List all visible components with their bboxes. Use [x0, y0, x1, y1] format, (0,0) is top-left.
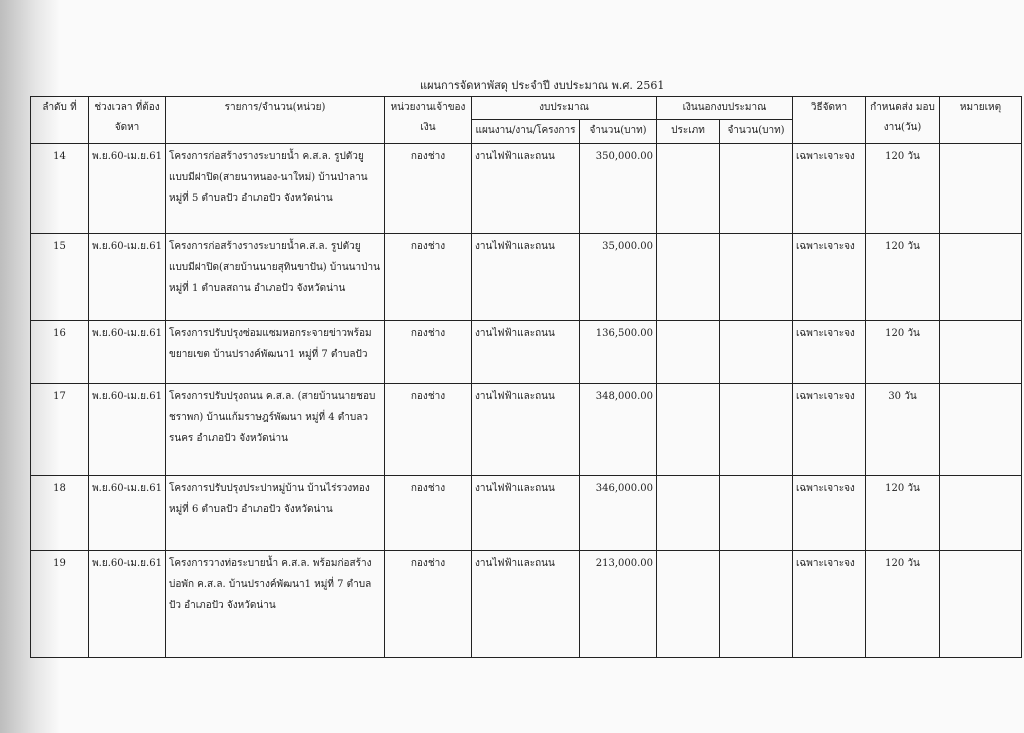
- cell-amount: 346,000.00: [579, 475, 657, 551]
- header-offbudget: เงินนอกงบประมาณ: [656, 96, 793, 120]
- cell-plan: งานไฟฟ้าและถนน: [471, 383, 580, 476]
- cell-plan: งานไฟฟ้าและถนน: [471, 143, 580, 234]
- cell-amount: 136,500.00: [579, 320, 657, 384]
- cell-amount: 213,000.00: [579, 550, 657, 658]
- cell-owner: กองช่าง: [384, 383, 472, 476]
- cell-off-amount: [719, 320, 793, 384]
- cell-period: พ.ย.60-เม.ย.61: [88, 143, 166, 234]
- cell-amount: 35,000.00: [579, 233, 657, 321]
- cell-delivery: 120 วัน: [865, 320, 940, 384]
- cell-method: เฉพาะเจาะจง: [792, 383, 866, 476]
- cell-delivery: 120 วัน: [865, 143, 940, 234]
- cell-item: โครงการปรับปรุงประปาหมู่บ้าน บ้านไร่รวงท…: [165, 475, 385, 551]
- cell-off-amount: [719, 550, 793, 658]
- cell-plan: งานไฟฟ้าและถนน: [471, 475, 580, 551]
- header-budget-plan: แผนงาน/งาน/โครงการ: [471, 119, 580, 144]
- cell-remark: [939, 550, 1022, 658]
- table-row: 19 พ.ย.60-เม.ย.61 โครงการวางท่อระบายน้ำ ค.…: [30, 550, 1022, 658]
- table-row: 14 พ.ย.60-เม.ย.61 โครงการก่อสร้างรางระบายน…: [30, 143, 1022, 234]
- cell-remark: [939, 320, 1022, 384]
- cell-no: 14: [30, 143, 89, 234]
- cell-off-type: [656, 320, 720, 384]
- table-row: 18 พ.ย.60-เม.ย.61 โครงการปรับปรุงประปาหมู่…: [30, 475, 1022, 551]
- header-budget: งบประมาณ: [471, 96, 657, 120]
- header-method: วิธีจัดหา: [792, 96, 866, 144]
- cell-off-type: [656, 143, 720, 234]
- table-row: 16 พ.ย.60-เม.ย.61 โครงการปรับปรุงซ่อมแซมหอ…: [30, 320, 1022, 384]
- cell-off-amount: [719, 233, 793, 321]
- cell-owner: กองช่าง: [384, 475, 472, 551]
- cell-remark: [939, 383, 1022, 476]
- header-owner: หน่วยงานเจ้าของ เงิน: [384, 96, 472, 144]
- cell-plan: งานไฟฟ้าและถนน: [471, 320, 580, 384]
- header-off-amount: จำนวน(บาท): [719, 119, 793, 144]
- cell-method: เฉพาะเจาะจง: [792, 475, 866, 551]
- cell-no: 18: [30, 475, 89, 551]
- cell-no: 19: [30, 550, 89, 658]
- cell-item: โครงการปรับปรุงซ่อมแซมหอกระจายข่าวพร้อมข…: [165, 320, 385, 384]
- cell-item: โครงการวางท่อระบายน้ำ ค.ส.ล. พร้อมก่อสร้…: [165, 550, 385, 658]
- procurement-table: ลำดับ ที่ ช่วงเวลา ที่ต้องจัดหา รายการ/จ…: [30, 96, 1022, 658]
- cell-no: 17: [30, 383, 89, 476]
- cell-remark: [939, 475, 1022, 551]
- header-budget-amount: จำนวน(บาท): [579, 119, 657, 144]
- cell-method: เฉพาะเจาะจง: [792, 233, 866, 321]
- cell-owner: กองช่าง: [384, 320, 472, 384]
- cell-period: พ.ย.60-เม.ย.61: [88, 383, 166, 476]
- cell-method: เฉพาะเจาะจง: [792, 320, 866, 384]
- cell-off-type: [656, 383, 720, 476]
- cell-plan: งานไฟฟ้าและถนน: [471, 233, 580, 321]
- cell-delivery: 30 วัน: [865, 383, 940, 476]
- cell-item: โครงการปรับปรุงถนน ค.ส.ล. (สายบ้านนายชอบ…: [165, 383, 385, 476]
- cell-remark: [939, 143, 1022, 234]
- cell-method: เฉพาะเจาะจง: [792, 143, 866, 234]
- cell-off-amount: [719, 475, 793, 551]
- cell-method: เฉพาะเจาะจง: [792, 550, 866, 658]
- cell-period: พ.ย.60-เม.ย.61: [88, 550, 166, 658]
- cell-off-amount: [719, 383, 793, 476]
- cell-item: โครงการก่อสร้างรางระบายน้ำ ค.ส.ล. รูปตัว…: [165, 143, 385, 234]
- cell-off-type: [656, 475, 720, 551]
- cell-owner: กองช่าง: [384, 233, 472, 321]
- cell-delivery: 120 วัน: [865, 550, 940, 658]
- cell-remark: [939, 233, 1022, 321]
- cell-period: พ.ย.60-เม.ย.61: [88, 320, 166, 384]
- cell-owner: กองช่าง: [384, 143, 472, 234]
- cell-delivery: 120 วัน: [865, 475, 940, 551]
- cell-no: 15: [30, 233, 89, 321]
- cell-period: พ.ย.60-เม.ย.61: [88, 233, 166, 321]
- table-row: 15 พ.ย.60-เม.ย.61 โครงการก่อสร้างรางระบายน…: [30, 233, 1022, 321]
- header-off-type: ประเภท: [656, 119, 720, 144]
- cell-item: โครงการก่อสร้างรางระบายน้ำค.ส.ล. รูปตัวย…: [165, 233, 385, 321]
- cell-amount: 350,000.00: [579, 143, 657, 234]
- cell-delivery: 120 วัน: [865, 233, 940, 321]
- header-item: รายการ/จำนวน(หน่วย): [165, 96, 385, 144]
- header-no: ลำดับ ที่: [30, 96, 89, 144]
- cell-off-type: [656, 550, 720, 658]
- header-period: ช่วงเวลา ที่ต้องจัดหา: [88, 96, 166, 144]
- header-delivery: กำหนดส่ง มอบงาน(วัน): [865, 96, 940, 144]
- cell-plan: งานไฟฟ้าและถนน: [471, 550, 580, 658]
- header-remark: หมายเหตุ: [939, 96, 1022, 144]
- table-row: 17 พ.ย.60-เม.ย.61 โครงการปรับปรุงถนน ค.ส.ล…: [30, 383, 1022, 476]
- document-title: แผนการจัดหาพัสดุ ประจำปี งบประมาณ พ.ศ. 2…: [420, 79, 665, 92]
- cell-no: 16: [30, 320, 89, 384]
- cell-owner: กองช่าง: [384, 550, 472, 658]
- cell-off-amount: [719, 143, 793, 234]
- cell-amount: 348,000.00: [579, 383, 657, 476]
- cell-period: พ.ย.60-เม.ย.61: [88, 475, 166, 551]
- cell-off-type: [656, 233, 720, 321]
